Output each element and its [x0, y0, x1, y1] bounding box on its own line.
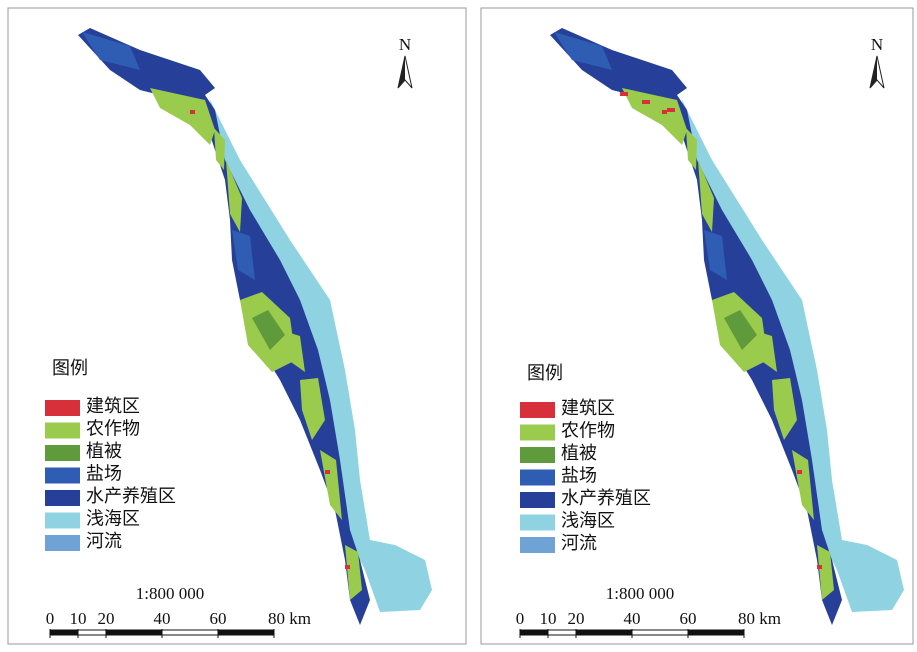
scale-label: 80 km	[268, 609, 311, 628]
scale-label: 60	[210, 609, 227, 628]
salt-field	[82, 32, 140, 70]
cropland	[345, 545, 362, 600]
built-up	[667, 108, 675, 112]
legend-label: 植被	[561, 443, 597, 463]
legend-swatch	[520, 469, 555, 486]
scale-segment	[77, 629, 107, 636]
north-arrow-half	[398, 56, 405, 88]
built-up	[190, 110, 195, 114]
legend-label: 河流	[86, 531, 122, 551]
legend-label: 盐场	[86, 464, 122, 484]
cropland	[752, 330, 777, 372]
shallow-sea	[682, 100, 904, 612]
scale-label: 80 km	[738, 609, 781, 628]
legend-label: 浅海区	[86, 509, 140, 529]
built-up	[642, 100, 650, 104]
legend-swatch	[520, 447, 555, 463]
scale-label: 20	[98, 609, 115, 628]
salt-field	[704, 230, 727, 280]
scale-segment	[631, 629, 689, 636]
scale-segment	[547, 629, 577, 636]
scale-label: 10	[540, 609, 557, 628]
cropland	[150, 88, 215, 145]
vegetation	[252, 310, 285, 350]
cropland	[226, 160, 242, 232]
legend-label: 水产养殖区	[86, 485, 176, 506]
legend-swatch	[45, 467, 80, 484]
vegetation	[724, 310, 757, 350]
legend-swatch	[45, 445, 80, 461]
legend-swatch	[520, 537, 555, 553]
legend-title: 图例	[52, 358, 88, 378]
legend-swatch	[520, 492, 555, 508]
panel-frame	[7, 7, 467, 645]
scale-segment	[161, 629, 219, 636]
scale-segment	[687, 629, 745, 636]
scale-label: 20	[568, 609, 585, 628]
scale-label: 40	[154, 609, 171, 628]
legend-label: 建筑区	[561, 398, 615, 418]
scale-label: 0	[46, 609, 55, 628]
legend-label: 盐场	[561, 466, 597, 486]
scale-label: 40	[624, 609, 641, 628]
cropland	[817, 545, 834, 600]
cropland	[280, 330, 305, 372]
cropland	[300, 378, 325, 440]
legend-label: 水产养殖区	[561, 487, 651, 508]
cropland	[686, 128, 697, 170]
cropland	[622, 88, 687, 145]
legend-title: 图例	[527, 363, 563, 383]
scale-segment	[49, 629, 79, 636]
north-label: N	[399, 35, 411, 54]
salt-field	[554, 32, 612, 70]
scale-ratio: 1:800 000	[136, 584, 204, 603]
cropland	[320, 450, 342, 520]
built-up	[797, 470, 802, 474]
scale-segment	[519, 629, 549, 636]
built-up	[817, 565, 822, 569]
cropland	[698, 160, 714, 232]
legend-label: 浅海区	[561, 511, 615, 531]
legend-swatch	[45, 535, 80, 551]
built-up	[325, 470, 330, 474]
cropland	[214, 128, 225, 170]
panel-frame	[480, 7, 914, 645]
legend-swatch	[45, 422, 80, 439]
built-up	[662, 110, 667, 114]
scale-ratio: 1:800 000	[606, 584, 674, 603]
legend-label: 农作物	[86, 419, 140, 439]
north-arrow-half	[870, 56, 877, 88]
legend-swatch	[520, 424, 555, 441]
scale-segment	[217, 629, 275, 636]
cropland	[772, 378, 797, 440]
scale-segment	[105, 629, 163, 636]
legend-swatch	[45, 490, 80, 506]
legend-label: 建筑区	[86, 396, 140, 416]
scale-label: 10	[70, 609, 87, 628]
legend-label: 植被	[86, 441, 122, 461]
scale-label: 0	[516, 609, 525, 628]
north-label: N	[871, 35, 883, 54]
legend-swatch	[520, 514, 555, 531]
built-up	[345, 565, 350, 569]
legend-swatch	[520, 402, 555, 418]
salt-field	[232, 230, 255, 280]
legend-label: 农作物	[561, 421, 615, 441]
scale-segment	[575, 629, 633, 636]
built-up	[620, 92, 628, 96]
scale-label: 60	[680, 609, 697, 628]
shallow-sea	[210, 100, 432, 612]
cropland	[792, 450, 814, 520]
legend-label: 河流	[561, 533, 597, 553]
legend-swatch	[45, 512, 80, 529]
legend-swatch	[45, 400, 80, 416]
